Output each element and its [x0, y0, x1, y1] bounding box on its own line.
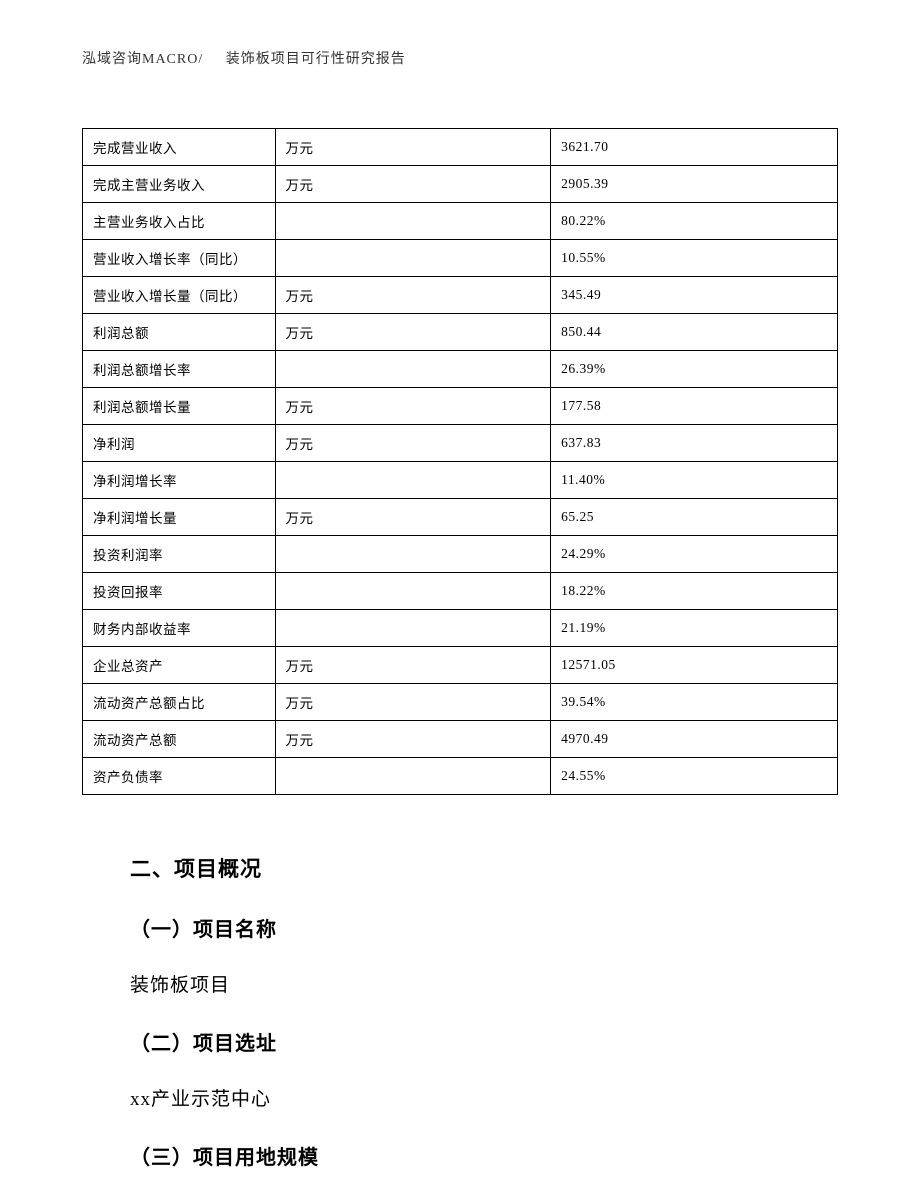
cell-value: 24.55% — [551, 758, 838, 795]
table-row: 净利润增长量 万元 65.25 — [83, 499, 838, 536]
cell-unit — [275, 610, 551, 647]
cell-value: 850.44 — [551, 314, 838, 351]
page-header: 泓域咨询MACRO/ 装饰板项目可行性研究报告 — [82, 48, 838, 68]
subsection-heading-2-2: （二）项目选址 — [130, 1027, 818, 1056]
cell-label: 净利润增长率 — [83, 462, 276, 499]
cell-label: 营业收入增长量（同比） — [83, 277, 276, 314]
table-row: 营业收入增长量（同比） 万元 345.49 — [83, 277, 838, 314]
table-row: 资产负债率 24.55% — [83, 758, 838, 795]
section-heading-2: 二、项目概况 — [130, 853, 818, 883]
table-row: 投资回报率 18.22% — [83, 573, 838, 610]
cell-label: 主营业务收入占比 — [83, 203, 276, 240]
table-row: 企业总资产 万元 12571.05 — [83, 647, 838, 684]
table-row: 净利润增长率 11.40% — [83, 462, 838, 499]
cell-label: 净利润增长量 — [83, 499, 276, 536]
table-row: 财务内部收益率 21.19% — [83, 610, 838, 647]
cell-unit — [275, 758, 551, 795]
page-container: 泓域咨询MACRO/ 装饰板项目可行性研究报告 完成营业收入 万元 3621.7… — [0, 0, 920, 1170]
cell-value: 12571.05 — [551, 647, 838, 684]
cell-value: 65.25 — [551, 499, 838, 536]
cell-value: 80.22% — [551, 203, 838, 240]
cell-unit — [275, 462, 551, 499]
cell-value: 18.22% — [551, 573, 838, 610]
cell-label: 投资利润率 — [83, 536, 276, 573]
cell-value: 26.39% — [551, 351, 838, 388]
cell-unit: 万元 — [275, 499, 551, 536]
cell-unit: 万元 — [275, 314, 551, 351]
cell-unit — [275, 240, 551, 277]
table-body: 完成营业收入 万元 3621.70 完成主营业务收入 万元 2905.39 主营… — [83, 129, 838, 795]
cell-label: 利润总额增长率 — [83, 351, 276, 388]
table-row: 净利润 万元 637.83 — [83, 425, 838, 462]
cell-value: 345.49 — [551, 277, 838, 314]
table-row: 流动资产总额占比 万元 39.54% — [83, 684, 838, 721]
cell-value: 39.54% — [551, 684, 838, 721]
cell-label: 投资回报率 — [83, 573, 276, 610]
cell-value: 11.40% — [551, 462, 838, 499]
cell-unit: 万元 — [275, 684, 551, 721]
cell-label: 利润总额 — [83, 314, 276, 351]
cell-value: 4970.49 — [551, 721, 838, 758]
header-doc-title: 装饰板项目可行性研究报告 — [226, 52, 406, 67]
cell-value: 10.55% — [551, 240, 838, 277]
cell-value: 24.29% — [551, 536, 838, 573]
cell-label: 流动资产总额占比 — [83, 684, 276, 721]
cell-label: 完成营业收入 — [83, 129, 276, 166]
financial-data-table: 完成营业收入 万元 3621.70 完成主营业务收入 万元 2905.39 主营… — [82, 128, 838, 795]
content-section: 二、项目概况 （一）项目名称 装饰板项目 （二）项目选址 xx产业示范中心 （三… — [82, 853, 838, 1170]
subsection-heading-2-3: （三）项目用地规模 — [130, 1141, 818, 1170]
cell-unit: 万元 — [275, 277, 551, 314]
cell-unit — [275, 203, 551, 240]
cell-label: 企业总资产 — [83, 647, 276, 684]
table-row: 利润总额增长量 万元 177.58 — [83, 388, 838, 425]
cell-unit — [275, 573, 551, 610]
cell-unit: 万元 — [275, 721, 551, 758]
cell-unit: 万元 — [275, 166, 551, 203]
cell-unit: 万元 — [275, 425, 551, 462]
table-row: 投资利润率 24.29% — [83, 536, 838, 573]
cell-value: 637.83 — [551, 425, 838, 462]
table-row: 营业收入增长率（同比） 10.55% — [83, 240, 838, 277]
cell-unit: 万元 — [275, 129, 551, 166]
body-text-project-location: xx产业示范中心 — [130, 1084, 818, 1111]
cell-value: 2905.39 — [551, 166, 838, 203]
cell-unit — [275, 351, 551, 388]
cell-value: 177.58 — [551, 388, 838, 425]
cell-unit — [275, 536, 551, 573]
cell-label: 资产负债率 — [83, 758, 276, 795]
cell-label: 营业收入增长率（同比） — [83, 240, 276, 277]
cell-label: 流动资产总额 — [83, 721, 276, 758]
cell-value: 3621.70 — [551, 129, 838, 166]
cell-unit: 万元 — [275, 388, 551, 425]
header-company: 泓域咨询MACRO/ — [82, 52, 203, 67]
table-row: 流动资产总额 万元 4970.49 — [83, 721, 838, 758]
table-row: 利润总额增长率 26.39% — [83, 351, 838, 388]
cell-label: 财务内部收益率 — [83, 610, 276, 647]
cell-unit: 万元 — [275, 647, 551, 684]
cell-label: 净利润 — [83, 425, 276, 462]
subsection-heading-2-1: （一）项目名称 — [130, 913, 818, 942]
table-row: 主营业务收入占比 80.22% — [83, 203, 838, 240]
table-row: 完成营业收入 万元 3621.70 — [83, 129, 838, 166]
body-text-project-name: 装饰板项目 — [130, 970, 818, 997]
cell-label: 完成主营业务收入 — [83, 166, 276, 203]
table-row: 完成主营业务收入 万元 2905.39 — [83, 166, 838, 203]
table-row: 利润总额 万元 850.44 — [83, 314, 838, 351]
cell-label: 利润总额增长量 — [83, 388, 276, 425]
cell-value: 21.19% — [551, 610, 838, 647]
